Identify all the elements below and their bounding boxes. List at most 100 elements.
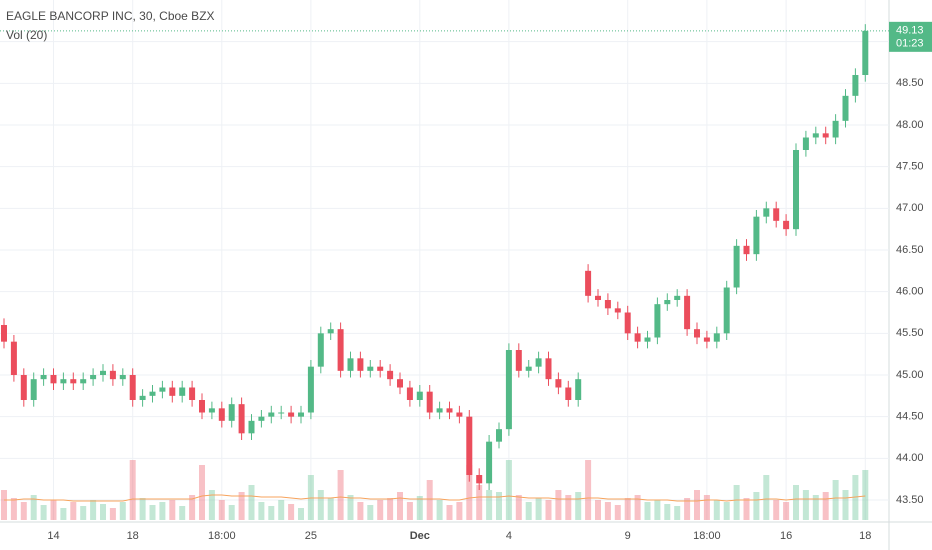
candle-body bbox=[575, 379, 582, 400]
candle-body bbox=[783, 220, 790, 230]
candle-body bbox=[60, 379, 67, 384]
candle-body bbox=[317, 333, 324, 367]
candle-body bbox=[238, 404, 245, 434]
volume-bar bbox=[228, 505, 235, 520]
candle-body bbox=[357, 358, 364, 371]
volume-label: Vol (20) bbox=[6, 28, 47, 42]
y-tick-label: 43.50 bbox=[896, 494, 924, 506]
volume-bar bbox=[664, 504, 671, 520]
x-tick-label: 18:00 bbox=[208, 530, 236, 542]
candle-body bbox=[773, 208, 780, 221]
candle-body bbox=[100, 370, 106, 375]
y-tick-label: 47.50 bbox=[896, 161, 924, 173]
candle-body bbox=[288, 412, 295, 417]
volume-bar bbox=[10, 498, 17, 520]
candle-body bbox=[545, 358, 552, 380]
x-tick-label: 16 bbox=[780, 530, 792, 542]
volume-bar bbox=[703, 495, 710, 520]
volume-bar bbox=[298, 508, 304, 520]
volume-bar bbox=[505, 460, 512, 520]
x-tick-label: 18 bbox=[859, 530, 871, 542]
candle-body bbox=[852, 75, 859, 96]
candle-body bbox=[159, 387, 166, 392]
y-tick-label: 48.50 bbox=[896, 77, 924, 89]
candle-body bbox=[862, 30, 869, 75]
x-tick-label: 9 bbox=[625, 530, 631, 542]
candle-body bbox=[169, 387, 176, 396]
volume-bar bbox=[456, 502, 463, 520]
y-tick-label: 46.50 bbox=[896, 244, 924, 256]
x-tick-label: 25 bbox=[305, 530, 317, 542]
candle-body bbox=[218, 408, 225, 421]
volume-bar bbox=[169, 500, 176, 520]
candles bbox=[1, 24, 869, 490]
volume-bar bbox=[109, 508, 116, 520]
volume bbox=[1, 460, 869, 520]
candle-body bbox=[466, 416, 473, 475]
candle-body bbox=[644, 337, 651, 342]
volume-bar bbox=[555, 490, 562, 520]
volume-bar bbox=[773, 500, 780, 520]
candle-body bbox=[436, 408, 443, 413]
candle-body bbox=[129, 375, 136, 400]
candle-body bbox=[397, 379, 403, 388]
volume-bar bbox=[684, 498, 691, 520]
last-price-label: 49.13 bbox=[896, 25, 924, 37]
volume-bar bbox=[604, 502, 611, 520]
candle-body bbox=[228, 404, 235, 421]
candle-body bbox=[10, 341, 17, 375]
volume-bar bbox=[179, 506, 186, 520]
volume-bar bbox=[466, 465, 473, 520]
volume-bar bbox=[733, 485, 740, 520]
candle-body bbox=[248, 420, 255, 434]
candle-body bbox=[684, 295, 691, 330]
volume-bar bbox=[694, 490, 700, 520]
volume-bar bbox=[812, 495, 819, 520]
volume-bar bbox=[763, 475, 770, 520]
candle-body bbox=[624, 312, 631, 334]
candle-body bbox=[763, 208, 770, 217]
candle-body bbox=[525, 366, 532, 371]
volume-bar bbox=[416, 496, 423, 520]
volume-bar bbox=[20, 502, 27, 520]
volume-bar bbox=[159, 502, 166, 520]
volume-bar bbox=[40, 505, 47, 520]
volume-bar bbox=[713, 500, 720, 520]
volume-bar bbox=[337, 470, 344, 520]
volume-bar bbox=[436, 500, 443, 520]
volume-bar bbox=[347, 495, 354, 520]
x-tick-label: 18:00 bbox=[693, 530, 721, 542]
volume-bar bbox=[496, 492, 502, 520]
volume-bar bbox=[793, 485, 799, 520]
candle-body bbox=[555, 379, 562, 388]
candle-body bbox=[822, 133, 829, 138]
candle-body bbox=[505, 350, 512, 430]
volume-bar bbox=[317, 490, 324, 520]
volume-bar bbox=[446, 505, 453, 520]
volume-bar bbox=[545, 500, 552, 520]
candle-body bbox=[337, 329, 344, 371]
candle-body bbox=[713, 333, 720, 342]
volume-bar bbox=[149, 505, 156, 520]
volume-bar bbox=[753, 492, 760, 520]
candle-body bbox=[694, 329, 700, 338]
candle-body bbox=[298, 412, 304, 417]
chart-title: EAGLE BANCORP INC, 30, Cboe BZX bbox=[6, 9, 215, 23]
candle-body bbox=[208, 408, 215, 413]
volume-bar bbox=[90, 500, 97, 520]
volume-bar bbox=[624, 498, 631, 520]
y-tick-label: 44.50 bbox=[896, 411, 924, 423]
candle-body bbox=[268, 412, 275, 417]
candle-body bbox=[20, 375, 27, 400]
volume-bar bbox=[644, 502, 651, 520]
volume-bar bbox=[397, 492, 403, 520]
volume-bar bbox=[486, 490, 493, 520]
volume-bar bbox=[535, 498, 542, 520]
candle-body bbox=[307, 366, 314, 413]
volume-bar bbox=[50, 500, 57, 520]
candle-body bbox=[119, 375, 126, 380]
volume-bar bbox=[634, 495, 641, 520]
volume-bar bbox=[70, 502, 77, 520]
volume-bar bbox=[199, 465, 205, 520]
